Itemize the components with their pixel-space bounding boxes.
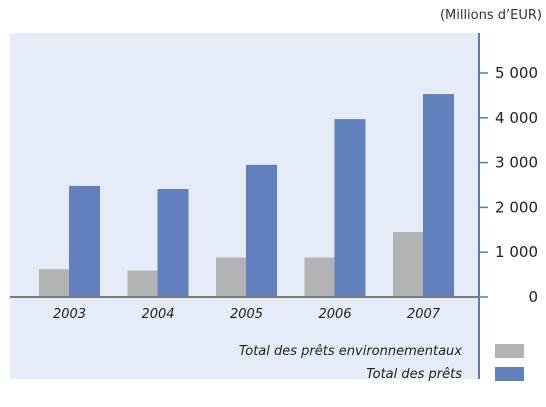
bar-environmental-2007 — [393, 232, 424, 297]
y-tick-label: 2 000 — [495, 198, 538, 216]
x-axis-labels: 2003 2004 2005 2006 2007 — [53, 307, 441, 322]
bar-environmental-2004 — [127, 270, 159, 297]
y-tick-label: 0 — [528, 288, 538, 306]
bar-environmental-2003 — [39, 269, 70, 297]
bar-total-2007 — [423, 94, 454, 297]
bar-total-2003 — [69, 185, 100, 297]
units-label: (Millions d’EUR) — [439, 8, 542, 23]
y-tick-label: 4 000 — [495, 109, 538, 127]
bar-total-2004 — [157, 189, 189, 297]
y-tick-label: 5 000 — [495, 64, 538, 82]
y-tick-label: 1 000 — [495, 243, 538, 261]
legend-label: Total des prêts — [366, 367, 462, 382]
x-tick-label: 2007 — [407, 307, 441, 322]
x-tick-label: 2006 — [318, 307, 351, 322]
bars-group — [39, 94, 454, 297]
legend-label: Total des prêts environnementaux — [239, 344, 462, 359]
x-tick-label: 2005 — [230, 307, 263, 322]
bar-total-2006 — [334, 119, 366, 297]
bar-environmental-2005 — [216, 257, 247, 297]
bar-total-2005 — [246, 164, 277, 297]
bar-environmental-2006 — [304, 257, 336, 297]
x-tick-label: 2003 — [53, 307, 86, 322]
legend-swatch — [495, 367, 524, 381]
y-tick-label: 3 000 — [495, 154, 538, 172]
legend: Total des prêts environnementaux Total de… — [239, 344, 524, 382]
legend-swatch — [495, 344, 524, 358]
x-tick-label: 2004 — [141, 307, 174, 322]
y-axis-ticks: 0 1 000 2 000 3 000 4 000 5 000 — [479, 64, 538, 306]
